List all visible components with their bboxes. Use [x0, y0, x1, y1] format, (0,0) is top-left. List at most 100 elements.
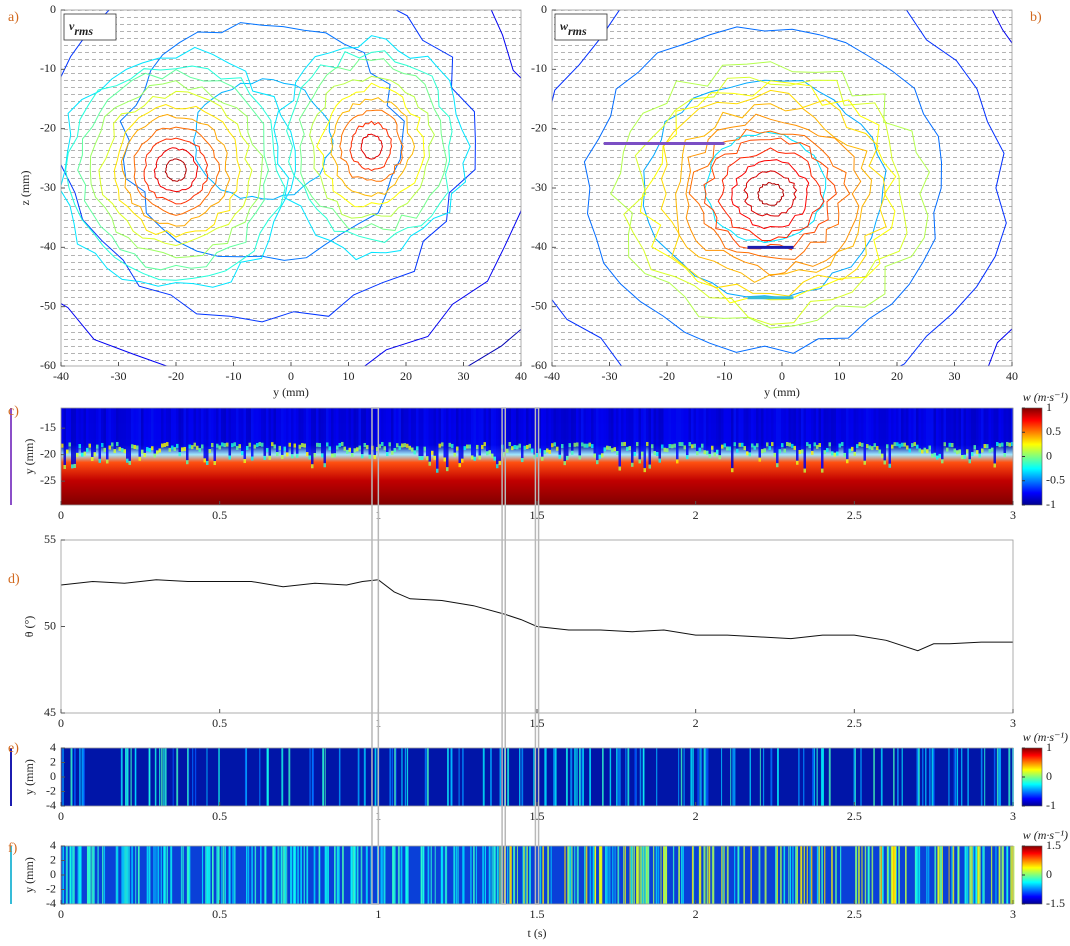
stripe	[400, 846, 403, 904]
stripe	[896, 442, 899, 447]
stripe	[806, 442, 809, 447]
stripe	[968, 408, 971, 460]
stripe	[619, 748, 621, 806]
stripe	[613, 447, 616, 452]
stripe	[887, 846, 890, 904]
stripe	[246, 408, 249, 446]
stripe	[940, 846, 942, 904]
stripe	[901, 442, 904, 447]
x-tick-label: -30	[111, 369, 127, 383]
stripe	[123, 846, 125, 904]
stripe	[148, 447, 151, 452]
stripe	[743, 408, 746, 447]
stripe	[926, 408, 929, 450]
stripe	[698, 447, 701, 452]
stripe	[244, 748, 247, 806]
stripe	[478, 408, 481, 456]
stripe	[986, 444, 989, 449]
stripe	[226, 408, 229, 443]
stripe	[125, 748, 127, 806]
stripe	[72, 846, 74, 904]
stripe	[967, 748, 969, 806]
stripe	[548, 408, 551, 450]
stripe	[893, 748, 895, 806]
stripe	[730, 748, 732, 806]
stripe	[224, 846, 226, 904]
stripe	[213, 408, 216, 462]
stripe	[806, 408, 809, 443]
title-sub: rms	[74, 24, 93, 38]
stripe	[878, 408, 881, 450]
stripe	[594, 846, 597, 904]
stripe	[482, 748, 485, 806]
stripe	[808, 444, 811, 449]
stripe	[861, 408, 864, 443]
stripe	[582, 748, 585, 806]
stripe	[463, 408, 466, 447]
colorbar-tick-label: 0	[1046, 769, 1052, 783]
stripe	[445, 846, 448, 904]
stripe	[693, 408, 696, 444]
stripe	[836, 408, 839, 452]
stripe	[598, 454, 601, 459]
stripe	[293, 846, 295, 904]
stripe	[301, 408, 304, 444]
stripe	[482, 846, 484, 904]
stripe	[574, 748, 576, 806]
stripe	[800, 846, 803, 904]
stripe	[483, 442, 486, 447]
stripe	[628, 408, 631, 447]
stripe	[271, 408, 274, 443]
stripe	[186, 460, 189, 465]
stripe	[541, 456, 544, 461]
stripe	[222, 846, 225, 904]
stripe	[933, 408, 936, 453]
stripe	[706, 408, 709, 451]
title-main: w	[560, 19, 569, 33]
x-tick-label: 3	[1010, 508, 1016, 522]
stripe	[731, 408, 734, 469]
stripe	[111, 442, 114, 447]
stripe	[833, 452, 836, 457]
stripe	[208, 846, 210, 904]
stripe	[926, 449, 929, 454]
stripe	[783, 448, 786, 453]
stripe	[98, 458, 101, 463]
stripe	[268, 408, 271, 456]
stripe	[284, 846, 287, 904]
contour-line	[688, 128, 851, 260]
stripe	[478, 455, 481, 460]
stripe	[191, 445, 194, 450]
contour-line	[193, 78, 334, 200]
stripe	[697, 748, 699, 806]
panel-label: d)	[8, 572, 20, 587]
stripe	[818, 443, 821, 448]
stripe	[426, 456, 429, 461]
stripe	[168, 408, 171, 448]
heatmap-texture	[61, 408, 1014, 505]
stripe	[903, 408, 906, 443]
stripe	[711, 445, 714, 450]
stripe	[913, 408, 916, 443]
stripe	[873, 748, 875, 806]
stripe	[921, 449, 924, 454]
stripe	[588, 442, 591, 447]
stripe	[853, 451, 856, 456]
stripe	[408, 408, 411, 446]
contour-line	[65, 65, 286, 281]
stripe	[493, 846, 495, 904]
stripe	[821, 408, 824, 469]
stripe	[358, 408, 361, 446]
stripe	[946, 447, 949, 452]
stripe	[133, 444, 136, 449]
stripe	[918, 748, 920, 806]
stripe	[528, 443, 531, 448]
stripe	[326, 442, 329, 447]
stripe	[625, 748, 627, 806]
stripe	[216, 408, 219, 444]
stripe	[433, 455, 436, 460]
stripe	[196, 445, 199, 450]
stripe	[389, 748, 392, 806]
stripe	[278, 408, 281, 446]
stripe	[188, 444, 191, 449]
